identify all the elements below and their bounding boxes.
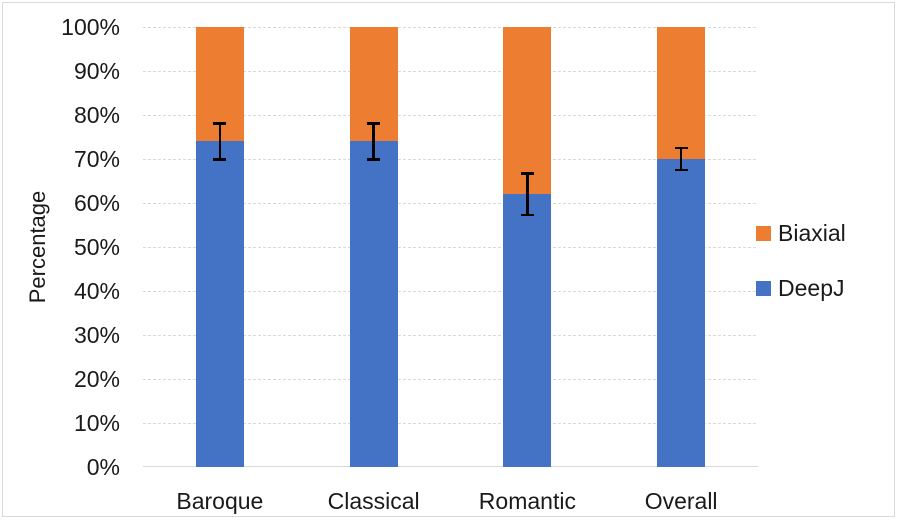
chart-frame: [2, 2, 895, 517]
bar-deepj-romantic: [503, 194, 552, 467]
error-bar-bottom-cap-romantic: [520, 213, 534, 217]
gridline-40: [143, 291, 758, 292]
y-tick-label-20-: 20%: [73, 366, 120, 392]
error-bar-top-cap-romantic: [520, 172, 534, 175]
gridline-20: [143, 379, 758, 380]
legend-item-deepj: DeepJ: [756, 274, 844, 302]
legend-swatch-biaxial: [756, 225, 771, 241]
y-tick-label-0-: 0%: [86, 454, 120, 480]
y-tick-label-80-: 80%: [73, 102, 120, 128]
legend-label-biaxial: Biaxial: [778, 220, 846, 246]
plot-area: [143, 27, 758, 467]
error-bar-top-cap-baroque: [213, 122, 227, 125]
legend-swatch-deepj: [756, 280, 771, 296]
error-bar-bottom-cap-baroque: [213, 158, 227, 161]
x-label-baroque: Baroque: [176, 488, 264, 514]
error-bar-classical: [372, 122, 375, 161]
error-bar-overall: [679, 146, 683, 172]
error-bar-top-cap-overall: [674, 146, 688, 150]
bar-deepj-overall: [657, 159, 706, 467]
y-tick-label-60-: 60%: [73, 190, 120, 216]
gridline-10: [143, 423, 758, 424]
bar-deepj-classical: [349, 141, 398, 467]
x-axis-line: [143, 466, 758, 467]
y-tick-label-100-: 100%: [61, 14, 120, 40]
y-tick-label-90-: 90%: [73, 58, 120, 84]
gridline-80: [143, 115, 758, 116]
gridline-70: [143, 159, 758, 160]
y-tick-label-70-: 70%: [73, 146, 120, 172]
x-label-classical: Classical: [327, 488, 420, 514]
error-bar-bottom-cap-overall: [674, 168, 688, 172]
error-bar-bottom-cap-classical: [367, 158, 381, 161]
legend-label-deepj: DeepJ: [778, 275, 845, 301]
y-tick-label-40-: 40%: [73, 278, 120, 304]
gridline-30: [143, 335, 758, 336]
x-label-romantic: Romantic: [478, 488, 576, 514]
bar-deepj-baroque: [195, 141, 244, 467]
error-bar-top-cap-classical: [367, 122, 381, 125]
bar-biaxial-overall: [657, 27, 706, 159]
gridline-100: [143, 27, 758, 28]
gridline-90: [143, 71, 758, 72]
error-bar-romantic: [526, 172, 529, 217]
gridline-60: [143, 203, 758, 204]
gridline-50: [143, 247, 758, 248]
legend-item-biaxial: Biaxial: [756, 219, 846, 247]
y-tick-label-30-: 30%: [73, 322, 120, 348]
y-tick-label-10-: 10%: [73, 410, 120, 436]
y-tick-label-50-: 50%: [73, 234, 120, 260]
x-label-overall: Overall: [644, 488, 718, 514]
bar-biaxial-romantic: [503, 27, 552, 195]
error-bar-baroque: [218, 122, 222, 161]
